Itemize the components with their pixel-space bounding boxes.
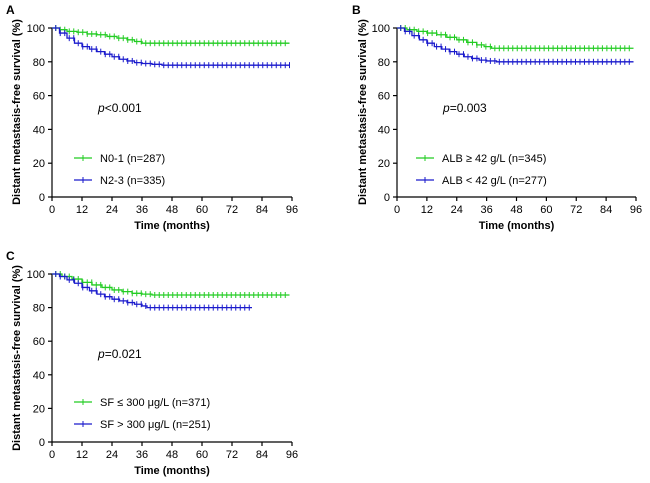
x-tick-label: 72	[570, 204, 582, 216]
x-tick-label: 84	[256, 449, 268, 461]
y-tick-label: 40	[378, 124, 390, 136]
p-value-number: =0.021	[105, 347, 142, 361]
x-tick-label: 84	[256, 204, 268, 216]
x-tick-label: 48	[166, 204, 178, 216]
p-value-label: p=0.021	[97, 347, 142, 361]
survival-curve-2	[397, 27, 634, 63]
chart-panel-a: A Distant metastasis-free survival (%) 0 20…	[6, 3, 298, 232]
panel-letter: B	[352, 3, 361, 17]
x-axis-title: Time (months)	[134, 220, 210, 232]
x-tick-label: 24	[451, 204, 463, 216]
x-tick-label: 24	[106, 204, 118, 216]
x-tick-label: 60	[196, 449, 208, 461]
p-value-label: p=0.003	[442, 101, 487, 115]
legend-label-2: ALB < 42 g/L (n=277)	[442, 175, 547, 187]
y-tick-label: 80	[33, 57, 45, 69]
y-tick-label: 80	[378, 57, 390, 69]
survival-curve-1	[397, 27, 634, 49]
legend-label-1: SF ≤ 300 μg/L (n=371)	[100, 397, 210, 409]
p-value-label: p<0.001	[97, 101, 142, 115]
p-value-symbol: p	[97, 101, 105, 115]
x-tick-label: 0	[394, 204, 400, 216]
y-tick-label: 20	[33, 158, 45, 170]
y-tick-label: 60	[378, 91, 390, 103]
panel-letter: C	[6, 249, 15, 263]
y-tick-label: 80	[33, 303, 45, 315]
x-tick-label: 84	[600, 204, 612, 216]
p-value-number: <0.001	[105, 101, 142, 115]
survival-curve-1	[52, 27, 290, 44]
x-axis-title: Time (months)	[479, 220, 555, 232]
panel-letter: A	[6, 3, 15, 17]
y-axis-title: Distant metastasis-free survival (%)	[11, 19, 23, 205]
x-tick-label: 72	[226, 449, 238, 461]
p-value-number: =0.003	[450, 101, 487, 115]
chart-panel-b: B Distant metastasis-free survival (%) 0 20…	[352, 3, 642, 232]
x-tick-label: 96	[286, 204, 298, 216]
x-tick-label: 48	[166, 449, 178, 461]
x-tick-label: 72	[226, 204, 238, 216]
y-tick-label: 100	[27, 23, 45, 35]
x-axis-title: Time (months)	[134, 465, 210, 477]
chart-panel-c: C Distant metastasis-free survival (%) 0 20…	[6, 249, 298, 477]
x-tick-label: 12	[76, 204, 88, 216]
x-tick-label: 12	[76, 449, 88, 461]
x-tick-label: 36	[136, 449, 148, 461]
y-tick-label: 60	[33, 336, 45, 348]
survival-curve-1	[52, 273, 290, 296]
x-tick-label: 96	[286, 449, 298, 461]
x-tick-label: 36	[481, 204, 493, 216]
x-tick-label: 96	[630, 204, 642, 216]
y-tick-label: 20	[378, 158, 390, 170]
legend-label-1: N0-1 (n=287)	[100, 153, 165, 165]
y-axis-title: Distant metastasis-free survival (%)	[11, 265, 23, 451]
y-tick-label: 100	[372, 23, 390, 35]
y-tick-label: 100	[27, 269, 45, 281]
y-tick-label: 40	[33, 124, 45, 136]
legend-label-2: SF > 300 μg/L (n=251)	[100, 419, 211, 431]
y-tick-label: 20	[33, 403, 45, 415]
y-tick-label: 0	[39, 437, 45, 449]
x-tick-label: 0	[49, 449, 55, 461]
x-tick-label: 60	[540, 204, 552, 216]
x-tick-label: 60	[196, 204, 208, 216]
y-tick-label: 0	[384, 192, 390, 204]
survival-curve-2	[52, 273, 252, 309]
y-tick-label: 60	[33, 91, 45, 103]
x-tick-label: 24	[106, 449, 118, 461]
x-tick-label: 12	[421, 204, 433, 216]
y-tick-label: 40	[33, 370, 45, 382]
legend-label-1: ALB ≥ 42 g/L (n=345)	[442, 153, 546, 165]
x-tick-label: 48	[510, 204, 522, 216]
p-value-symbol: p	[97, 347, 105, 361]
y-tick-label: 0	[39, 192, 45, 204]
x-tick-label: 36	[136, 204, 148, 216]
x-tick-label: 0	[49, 204, 55, 216]
legend-label-2: N2-3 (n=335)	[100, 175, 165, 187]
y-axis-title: Distant metastasis-free survival (%)	[357, 19, 369, 205]
p-value-symbol: p	[442, 101, 450, 115]
